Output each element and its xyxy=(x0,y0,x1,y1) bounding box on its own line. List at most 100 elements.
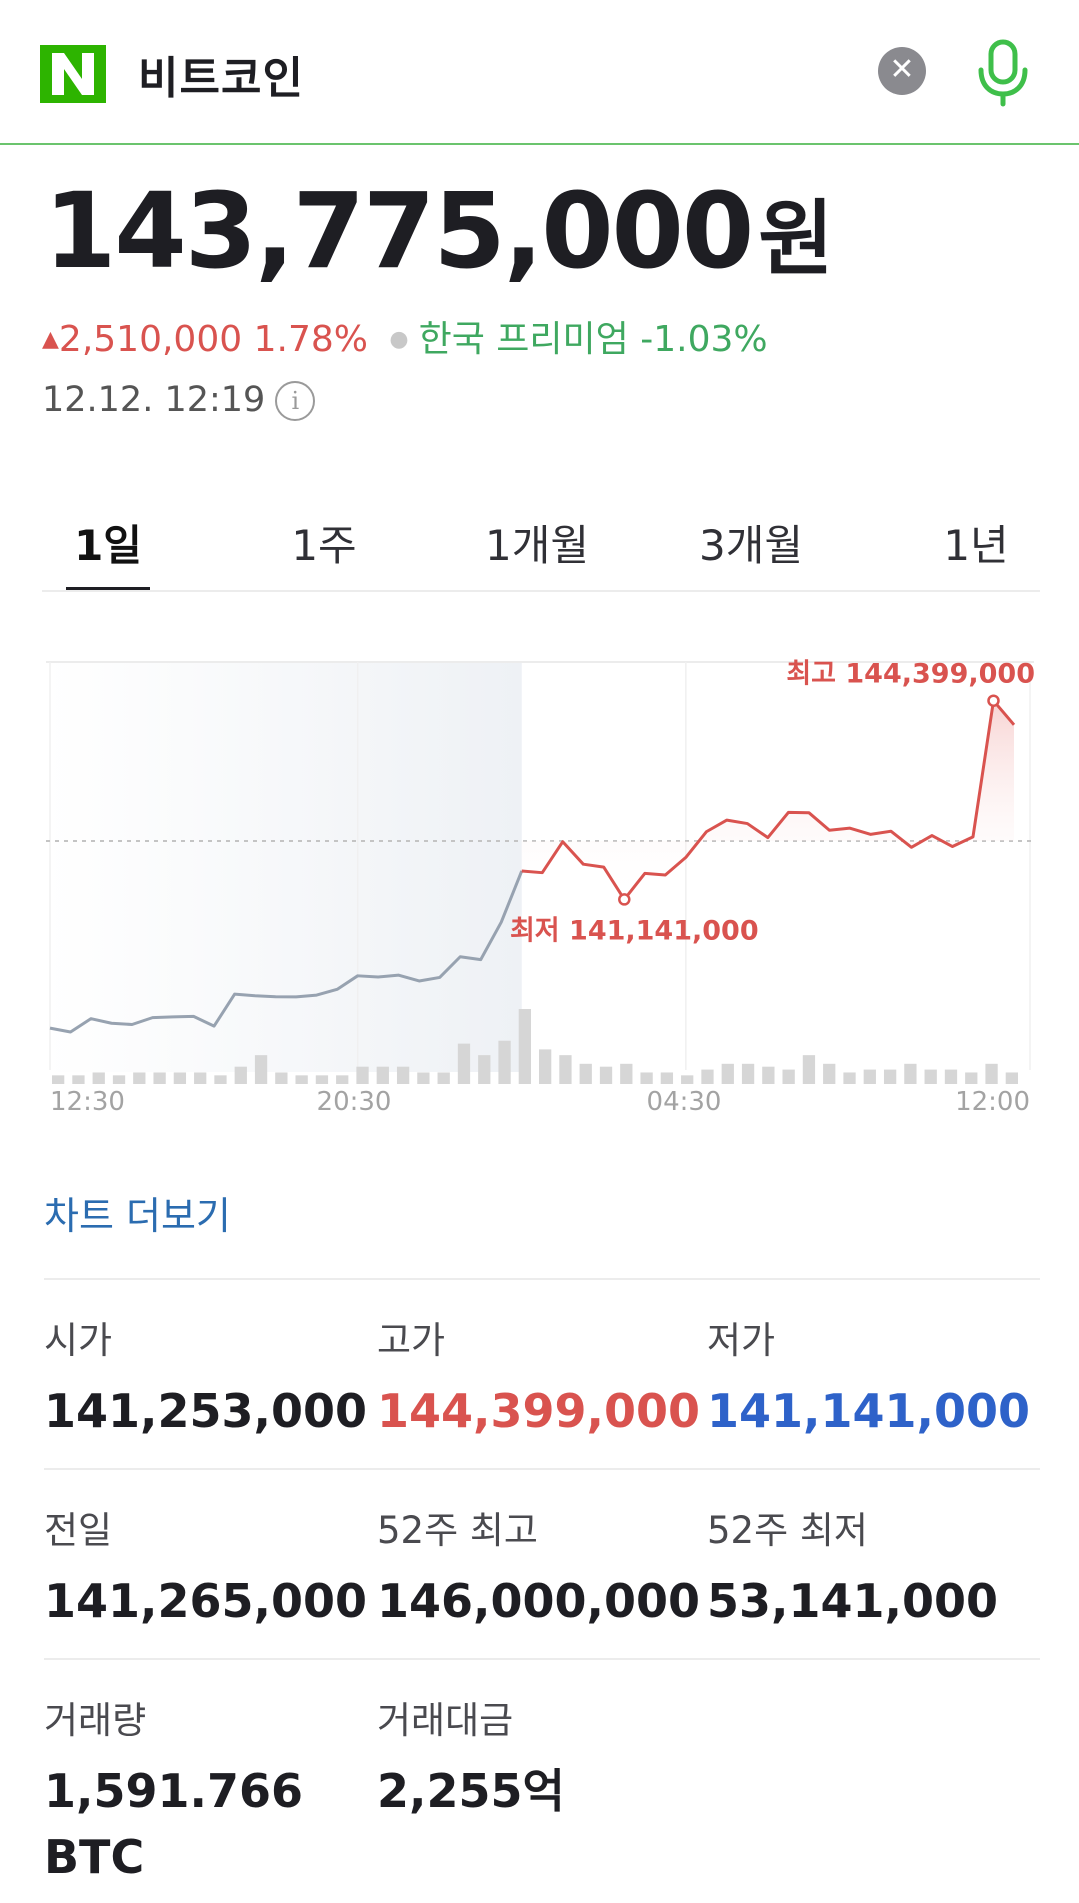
volume-bar xyxy=(1005,1072,1018,1084)
active-tab-indicator xyxy=(66,587,150,590)
stat-label: 거래량 xyxy=(44,1699,147,1742)
volume-bar xyxy=(843,1072,856,1084)
volume-bar xyxy=(579,1063,592,1084)
volume-bar xyxy=(457,1043,471,1084)
stat-value: 141,253,000 xyxy=(44,1384,368,1438)
volume-bar xyxy=(802,1055,816,1084)
volume-bar xyxy=(234,1066,247,1084)
low-marker xyxy=(618,893,631,906)
stat-high: 고가 144,399,000 xyxy=(377,1310,701,1444)
price-timestamp: 12.12. 12:19 i xyxy=(42,380,316,421)
volume-bar xyxy=(620,1063,633,1084)
volume-bar xyxy=(396,1066,410,1084)
search-header: 비트코인 ✕ xyxy=(0,0,1079,145)
info-icon[interactable]: i xyxy=(275,381,316,421)
price-chart[interactable]: 최고 144,399,000 최저 141,141,000 12:30 20:30 04… xyxy=(44,650,1040,1120)
volume-bar xyxy=(559,1055,572,1084)
stat-value: 146,000,000 xyxy=(377,1574,701,1628)
stat-label: 전일 xyxy=(44,1509,113,1552)
stats-row: 시가 141,253,000 고가 144,399,000 저가 141,141… xyxy=(44,1280,1040,1470)
stat-label: 시가 xyxy=(44,1319,113,1362)
stats-table: 시가 141,253,000 고가 144,399,000 저가 141,141… xyxy=(44,1278,1040,1884)
volume-bar xyxy=(376,1066,389,1084)
stat-value: 2,255억 xyxy=(377,1764,565,1818)
volume-bar xyxy=(52,1075,65,1084)
stat-prev-close: 전일 141,265,000 xyxy=(44,1500,368,1634)
past-period-shade xyxy=(46,662,522,1072)
volume-bar xyxy=(944,1069,958,1084)
price-value: 143,775,000 xyxy=(44,170,754,292)
stat-value: 144,399,000 xyxy=(377,1384,701,1438)
volume-bar xyxy=(762,1066,775,1084)
volume-bar xyxy=(133,1072,146,1084)
tab-3-month[interactable]: 3개월 xyxy=(698,521,803,570)
past-series-line xyxy=(49,870,524,1034)
x-tick-label: 04:30 xyxy=(647,1087,722,1117)
volume-bar xyxy=(437,1072,450,1084)
x-tick-label: 20:30 xyxy=(317,1087,392,1117)
volume-bar xyxy=(640,1072,653,1084)
stat-open: 시가 141,253,000 xyxy=(44,1310,368,1444)
volume-bar xyxy=(518,1009,531,1084)
stat-value: 141,265,000 xyxy=(44,1574,368,1628)
price-change-pct: 1.78% xyxy=(253,319,368,360)
volume-bar xyxy=(965,1072,978,1084)
volume-bar xyxy=(985,1063,998,1084)
volume-bar xyxy=(721,1063,734,1084)
stat-label: 고가 xyxy=(377,1319,446,1362)
volume-bar xyxy=(782,1069,795,1084)
stats-row: 거래량 1,591.766 BTC 거래대금 2,255억 xyxy=(44,1660,1040,1884)
current-price: 143,775,000원 xyxy=(44,170,834,292)
price-unit: 원 xyxy=(758,192,833,287)
more-chart-link[interactable]: 차트 더보기 xyxy=(44,1194,231,1238)
separator-dot: ● xyxy=(389,327,409,352)
stat-value: 141,141,000 xyxy=(707,1384,1031,1438)
volume-bar xyxy=(173,1072,187,1084)
stat-52w-low: 52주 최저 53,141,000 xyxy=(707,1500,1027,1634)
volume-bar xyxy=(883,1069,897,1084)
stat-volume: 거래량 1,591.766 BTC xyxy=(44,1690,304,1890)
volume-bar xyxy=(295,1075,308,1084)
x-tick-label: 12:00 xyxy=(955,1087,1030,1117)
high-marker xyxy=(987,694,1000,707)
timestamp-text: 12.12. 12:19 xyxy=(42,380,266,420)
volume-bar xyxy=(924,1069,937,1084)
up-triangle-icon: ▲ xyxy=(42,327,59,352)
naver-logo-icon[interactable] xyxy=(40,45,106,103)
low-label: 최저 141,141,000 xyxy=(510,915,759,946)
clear-icon[interactable]: ✕ xyxy=(878,47,926,95)
stat-value: 1,591.766 BTC xyxy=(44,1764,303,1884)
stat-label: 저가 xyxy=(707,1319,776,1362)
stat-label: 52주 최저 xyxy=(707,1509,868,1552)
stat-low: 저가 141,141,000 xyxy=(707,1310,1031,1444)
volume-bar xyxy=(112,1075,126,1084)
stat-trade-value: 거래대금 2,255억 xyxy=(377,1690,697,1824)
volume-bar xyxy=(254,1055,268,1084)
volume-bar xyxy=(356,1066,369,1084)
recent-area xyxy=(521,700,1014,900)
volume-bar xyxy=(336,1075,349,1084)
tab-1-year[interactable]: 1년 xyxy=(943,521,1009,570)
volume-bar xyxy=(660,1072,674,1084)
volume-bar xyxy=(194,1072,207,1084)
x-tick-label: 12:30 xyxy=(50,1087,125,1117)
tab-1-week[interactable]: 1주 xyxy=(291,521,357,570)
price-change: 2,510,000 xyxy=(58,319,243,360)
volume-bar xyxy=(823,1063,836,1084)
price-change-row: ▲2,510,000 1.78% ● 한국 프리미엄 -1.03% xyxy=(42,310,768,362)
microphone-icon[interactable] xyxy=(975,38,1031,108)
tab-1-day[interactable]: 1일 xyxy=(74,521,142,570)
volume-bar xyxy=(539,1049,552,1084)
volume-bar xyxy=(92,1072,105,1084)
stat-52w-high: 52주 최고 146,000,000 xyxy=(377,1500,701,1634)
volume-bar xyxy=(498,1040,511,1084)
stats-row: 전일 141,265,000 52주 최고 146,000,000 52주 최저… xyxy=(44,1470,1040,1660)
stat-value: 53,141,000 xyxy=(707,1574,999,1628)
korea-premium: 한국 프리미엄 -1.03% xyxy=(418,319,768,360)
search-input[interactable]: 비트코인 xyxy=(138,53,304,104)
volume-bar xyxy=(741,1063,755,1084)
tab-1-month[interactable]: 1개월 xyxy=(484,521,589,570)
volume-bar xyxy=(275,1072,288,1084)
volume-bar xyxy=(214,1075,227,1084)
volume-bar xyxy=(478,1055,491,1084)
